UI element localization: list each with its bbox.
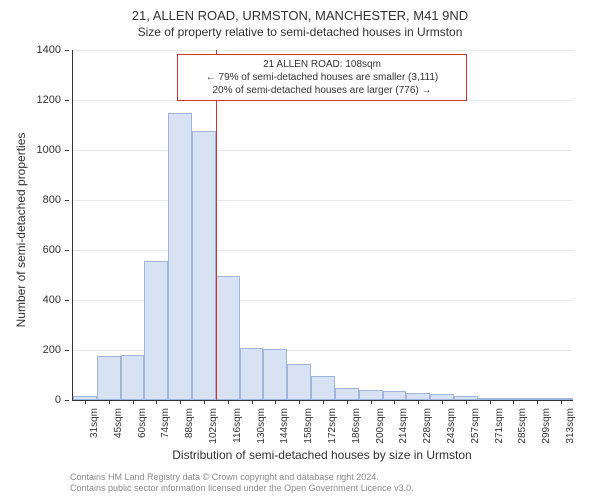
x-tick <box>323 400 324 404</box>
x-tick <box>204 400 205 404</box>
histogram-bar <box>97 356 121 400</box>
footer-line2: Contains public sector information licen… <box>70 483 414 494</box>
x-tick <box>133 400 134 404</box>
chart-area: 020040060080010001200140031sqm45sqm60sqm… <box>72 50 572 400</box>
x-tick-label: 313sqm <box>565 408 576 444</box>
y-tick <box>65 200 69 201</box>
histogram-bar <box>240 348 264 401</box>
x-tick-label: 200sqm <box>375 408 386 444</box>
histogram-bar <box>73 396 97 400</box>
y-tick <box>65 150 69 151</box>
footer-line1: Contains HM Land Registry data © Crown c… <box>70 472 414 483</box>
histogram-bar <box>359 390 383 400</box>
x-tick <box>513 400 514 404</box>
y-tick-label: 800 <box>43 194 61 206</box>
gridline <box>73 250 573 251</box>
annotation-line3: 20% of semi-detached houses are larger (… <box>184 84 460 97</box>
x-tick-label: 60sqm <box>137 408 148 438</box>
y-tick-label: 600 <box>43 244 61 256</box>
x-axis-title: Distribution of semi-detached houses by … <box>72 448 572 462</box>
gridline <box>73 200 573 201</box>
y-tick <box>65 300 69 301</box>
histogram-bar <box>430 394 454 400</box>
x-tick <box>180 400 181 404</box>
y-tick-label: 400 <box>43 294 61 306</box>
x-tick-label: 31sqm <box>89 408 100 438</box>
x-tick <box>299 400 300 404</box>
plot-area: 020040060080010001200140031sqm45sqm60sqm… <box>72 50 573 401</box>
histogram-bar <box>311 376 335 400</box>
x-tick <box>371 400 372 404</box>
histogram-bar <box>478 398 502 401</box>
y-tick-label: 1000 <box>37 144 61 156</box>
y-tick-label: 1400 <box>37 44 61 56</box>
y-tick <box>65 350 69 351</box>
x-tick-label: 144sqm <box>279 408 290 444</box>
histogram-bar <box>192 131 216 400</box>
histogram-bar <box>383 391 407 400</box>
y-tick-label: 0 <box>55 394 61 406</box>
marker-line <box>216 50 217 400</box>
gridline <box>73 50 573 51</box>
y-tick <box>65 400 69 401</box>
y-tick-label: 1200 <box>37 94 61 106</box>
x-tick <box>228 400 229 404</box>
histogram-bar <box>168 113 192 401</box>
x-tick-label: 214sqm <box>398 408 409 444</box>
y-axis-title: Number of semi-detached properties <box>14 133 28 328</box>
histogram-bar <box>121 355 145 400</box>
x-tick <box>85 400 86 404</box>
annotation-line1: 21 ALLEN ROAD: 108sqm <box>184 58 460 71</box>
x-tick <box>561 400 562 404</box>
gridline <box>73 150 573 151</box>
x-tick <box>394 400 395 404</box>
x-tick <box>490 400 491 404</box>
x-tick <box>109 400 110 404</box>
x-tick-label: 257sqm <box>470 408 481 444</box>
x-tick-label: 228sqm <box>422 408 433 444</box>
histogram-bar <box>287 364 311 400</box>
x-tick-label: 158sqm <box>303 408 314 444</box>
x-tick-label: 271sqm <box>494 408 505 444</box>
x-tick-label: 88sqm <box>184 408 195 438</box>
histogram-bar <box>454 396 478 400</box>
chart-container: 21, ALLEN ROAD, URMSTON, MANCHESTER, M41… <box>0 0 600 500</box>
histogram-bar <box>263 349 287 400</box>
histogram-bar <box>406 393 430 401</box>
x-tick <box>537 400 538 404</box>
x-tick <box>156 400 157 404</box>
histogram-bar <box>216 276 240 400</box>
histogram-bar <box>525 398 549 400</box>
x-tick <box>418 400 419 404</box>
x-tick-label: 186sqm <box>351 408 362 444</box>
y-tick <box>65 100 69 101</box>
x-tick-label: 116sqm <box>232 408 243 443</box>
x-tick <box>347 400 348 404</box>
title-main: 21, ALLEN ROAD, URMSTON, MANCHESTER, M41… <box>0 0 600 23</box>
x-tick-label: 45sqm <box>113 408 124 438</box>
title-sub: Size of property relative to semi-detach… <box>0 23 600 39</box>
annotation-box: 21 ALLEN ROAD: 108sqm ← 79% of semi-deta… <box>177 54 467 101</box>
x-tick-label: 102sqm <box>208 408 219 444</box>
x-tick <box>275 400 276 404</box>
x-tick-label: 243sqm <box>446 408 457 444</box>
histogram-bar <box>144 261 168 400</box>
x-tick <box>442 400 443 404</box>
footer: Contains HM Land Registry data © Crown c… <box>70 472 414 494</box>
x-tick <box>252 400 253 404</box>
y-tick <box>65 250 69 251</box>
histogram-bar <box>549 398 573 400</box>
y-tick-label: 200 <box>43 344 61 356</box>
annotation-line2: ← 79% of semi-detached houses are smalle… <box>184 71 460 84</box>
histogram-bar <box>502 398 526 400</box>
x-tick-label: 172sqm <box>327 408 338 444</box>
histogram-bar <box>335 388 359 401</box>
x-tick <box>466 400 467 404</box>
x-tick-label: 299sqm <box>541 408 552 444</box>
x-tick-label: 130sqm <box>256 408 267 444</box>
x-tick-label: 74sqm <box>160 408 171 438</box>
x-tick-label: 285sqm <box>517 408 528 444</box>
y-tick <box>65 50 69 51</box>
